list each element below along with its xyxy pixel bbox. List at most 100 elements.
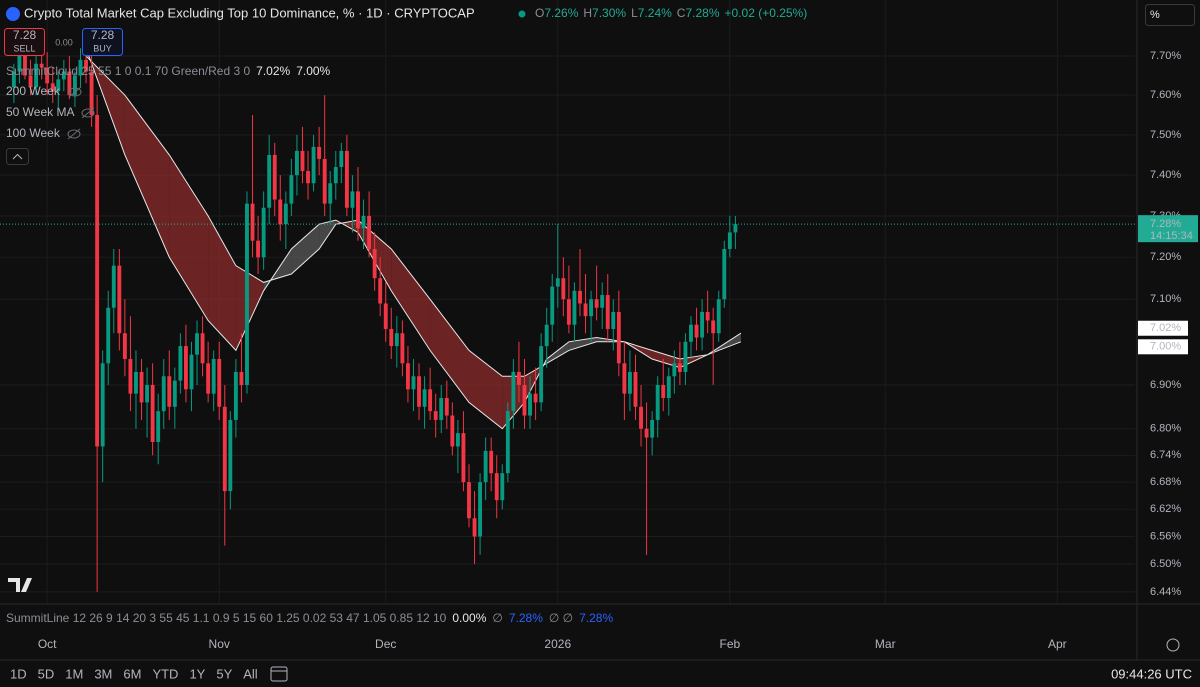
cloud-params[interactable]: SummitCloud 25 55 1 0 0.1 70 Green/Red 3… [6,64,250,78]
range-button[interactable]: YTD [152,666,178,681]
range-button[interactable]: 1D [10,666,27,681]
ohlc-key: L [631,6,638,20]
candle-body [178,346,183,381]
x-tick-label: Oct [38,637,57,651]
indicator-legend[interactable]: 50 Week MA [6,105,74,119]
x-tick-label: Mar [875,637,896,651]
candle-body [555,278,560,287]
candle-body [167,376,172,407]
eye-icon[interactable] [81,108,95,118]
candle-body [428,389,433,412]
candle-body [683,341,688,372]
candle-body [289,175,294,204]
candle-body [611,311,616,329]
candle-body [727,232,732,249]
sell-button[interactable]: 7.28 SELL [4,28,45,56]
candle-body [61,71,66,80]
candle-body [472,518,477,537]
candle-body [417,376,421,407]
buy-box[interactable] [82,28,123,56]
clock: 09:44:26 UTC [1111,666,1192,681]
candle-body [627,371,632,394]
range-button[interactable]: 1Y [189,666,205,681]
candle-body [655,384,660,420]
candle-body [500,473,505,501]
range-button[interactable]: 3M [94,666,112,681]
indicator-legend[interactable]: 200 Week [6,84,61,98]
candle-body [439,398,444,420]
x-tick-label: Nov [209,637,230,651]
candle-body [489,450,494,474]
candle-body [533,393,538,403]
last-price-label: 7.28% [1150,218,1181,230]
candle-body [672,363,677,377]
line-value: 7.28% [579,611,613,625]
candle-body [89,71,94,115]
collapse-button[interactable] [6,148,29,165]
candle-body [128,358,133,394]
candle-body [139,371,144,403]
candle-body [639,406,643,429]
candle-body [311,146,316,184]
candle-body [633,371,638,407]
candle-body [478,482,483,537]
indicator-legend[interactable]: 100 Week [6,126,61,140]
candle-body [572,290,577,325]
sell-price[interactable]: 7.28 [13,28,37,42]
range-button[interactable]: 6M [123,666,141,681]
settings-icon[interactable] [1166,638,1180,652]
line-legend[interactable]: SummitLine 12 26 9 14 20 3 55 45 1.1 0.9… [6,611,613,625]
collapse-icon [12,153,23,160]
y-tick-label: 7.10% [1150,293,1181,305]
sell-box[interactable] [4,28,45,56]
candle-body [566,299,571,325]
y-tick-label: 7.20% [1150,251,1181,263]
candle-body [122,333,127,359]
candle-body [505,411,510,474]
candle-body [389,328,394,347]
buy-price[interactable]: 7.28 [91,28,115,42]
cloud-legend[interactable]: SummitCloud 25 55 1 0 0.1 70 Green/Red 3… [6,64,331,78]
candle-body [228,419,233,492]
eye-slash [81,107,95,119]
market-status [518,10,526,18]
cloud-value: 7.02% [256,64,290,78]
line-params[interactable]: SummitLine 12 26 9 14 20 3 55 45 1.1 0.9… [6,611,447,625]
candle-body [145,384,150,403]
spread: 0.00 [55,37,73,47]
y-tick-label: 7.50% [1150,129,1181,141]
range-button[interactable]: 5Y [216,666,232,681]
range-button[interactable]: 1M [65,666,83,681]
candle-body [716,299,721,334]
candle-body [539,346,544,403]
buy-button[interactable]: 7.28 BUY [82,28,123,56]
candle-body [705,311,710,321]
x-tick-label: 2026 [544,637,571,651]
y-tick-label: 6.90% [1150,379,1181,391]
candle-body [677,363,682,372]
eye-icon[interactable] [68,87,82,97]
scale-unit[interactable]: % [1150,9,1160,21]
candle-body [239,371,244,385]
range-button[interactable]: 5D [38,666,55,681]
candle-body [550,286,555,325]
line-value: ∅ [492,611,502,625]
calendar-icon[interactable] [270,666,288,682]
buy-label[interactable]: BUY [93,43,112,53]
candle-body [616,311,621,364]
range-button[interactable]: All [243,666,258,681]
cloud-fill [391,248,431,351]
scale-unit-box[interactable] [1145,4,1195,26]
eye-icon[interactable] [67,129,81,139]
cloud-fill [319,220,336,249]
candle-body [78,59,83,76]
candle-body [494,473,499,501]
ohlc-change: +0.02 (+0.25%) [725,6,808,20]
candle-body [344,150,349,208]
candle-body [106,307,111,364]
cloud-fill [546,341,569,364]
sell-label[interactable]: SELL [13,43,35,53]
candle-body [217,358,222,407]
